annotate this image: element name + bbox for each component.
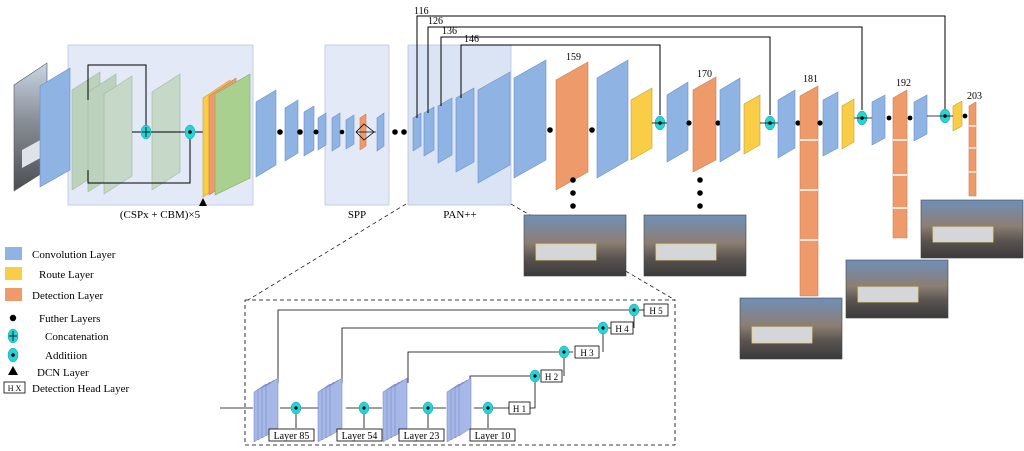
legend-head-box (3, 381, 26, 394)
inset-head-box: H 1 (508, 401, 531, 415)
neck-conv-layers (255, 89, 327, 178)
dcn-triangle-icon (199, 198, 207, 206)
detection-output-image (845, 259, 949, 319)
detection-label-203: 203 (967, 91, 982, 102)
pan-label: PAN++ (443, 209, 476, 221)
legend-label-concat: Concatenation (45, 331, 109, 343)
spp-layers (331, 112, 385, 152)
detection-output-image (920, 199, 1024, 259)
svg-text:Layer 23: Layer 23 (404, 431, 440, 442)
further-layer-dots (277, 129, 319, 135)
detection-label-159: 159 (566, 52, 581, 63)
svg-text:Layer 10: Layer 10 (475, 431, 511, 442)
legend-label-dcn: DCN Layer (37, 367, 89, 379)
further-layer-dots (392, 129, 407, 135)
backbone-label: (CSPx + CBM)×5 (120, 209, 201, 221)
head-stage-170 (654, 76, 761, 173)
svg-text:Layer 85: Layer 85 (274, 431, 310, 442)
legend-label-detection: Detection Layer (32, 290, 103, 302)
inset-addition-nodes (290, 303, 640, 415)
further-layer-dots (570, 177, 576, 209)
inset-feature-stack (446, 377, 472, 443)
dcn-layer-stack (202, 73, 251, 198)
skip-label-146: 146 (464, 34, 479, 45)
detection-output-image (739, 297, 843, 360)
svg-text:H 1: H 1 (513, 404, 526, 414)
legend: Convolution Layer Route Layer Detection … (3, 247, 129, 395)
svg-text:Layer 54: Layer 54 (342, 431, 378, 442)
svg-text:H 3: H 3 (580, 348, 594, 358)
skip-connection-lines (416, 15, 946, 118)
inset-layer-box: Layer 54 (336, 428, 383, 442)
head-stage-159 (513, 59, 653, 191)
legend-label-head: Detection Head Layer (32, 383, 129, 395)
legend-swatch-detection (5, 288, 22, 301)
svg-text:H 4: H 4 (615, 324, 629, 334)
pan-layers (412, 71, 511, 184)
detection-label-181: 181 (803, 74, 818, 85)
inset-head-box: H 5 (643, 303, 669, 317)
detection-label-170: 170 (697, 69, 712, 80)
conv-layer (39, 67, 71, 188)
inset-feature-stack (253, 377, 279, 443)
legend-label-route: Route Layer (39, 269, 94, 281)
legend-head-symbol: H X (8, 384, 22, 393)
head-stage-192 (856, 89, 928, 239)
inset-layer-box: Layer 23 (398, 428, 445, 442)
detection-output-image (643, 214, 747, 277)
detection-output-image (523, 214, 627, 277)
inset-head-box: H 4 (610, 321, 634, 335)
skip-label-116: 116 (414, 6, 429, 17)
legend-dcn-triangle-icon (8, 366, 18, 375)
inset-layer-box: Layer 85 (268, 428, 315, 442)
legend-swatch-route (5, 267, 22, 280)
legend-label-conv: Convolution Layer (32, 249, 116, 261)
head-stage-181 (764, 85, 855, 297)
legend-dot-icon (9, 314, 17, 322)
head-stage-203 (939, 100, 977, 197)
inset-head-box: H 2 (540, 369, 563, 383)
inset-layer-box: Layer 10 (469, 428, 516, 442)
legend-label-add: Additiion (45, 350, 88, 362)
skip-label-126: 126 (428, 16, 443, 27)
detection-label-192: 192 (896, 78, 911, 89)
spp-label: SPP (348, 209, 366, 221)
inset-head-box: H 3 (574, 345, 600, 359)
legend-swatch-conv (5, 247, 22, 260)
legend-label-further: Futher Layers (39, 313, 100, 325)
inset-feature-stack (317, 377, 343, 443)
skip-label-136: 136 (442, 26, 457, 37)
input-image (13, 62, 48, 192)
svg-text:H 2: H 2 (545, 372, 558, 382)
svg-text:H 5: H 5 (649, 306, 663, 316)
further-layer-dots (697, 177, 703, 209)
inset-feature-stack (382, 377, 408, 443)
